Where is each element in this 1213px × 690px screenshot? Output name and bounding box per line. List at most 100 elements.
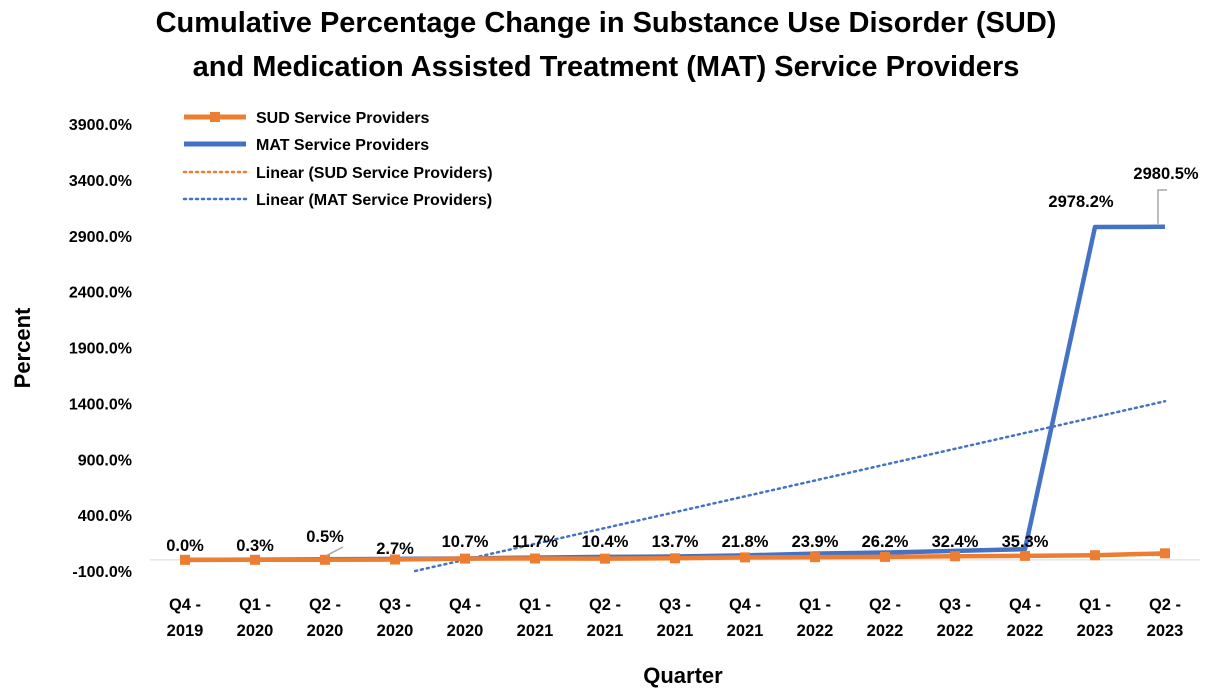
sud-data-label: 2.7% <box>376 540 414 558</box>
x-axis-title: Quarter <box>643 663 723 688</box>
x-tick-label: Q3 - 2022 <box>937 596 974 640</box>
x-tick-label: Q4 - 2021 <box>727 596 764 640</box>
y-tick-label: 1900.0% <box>69 341 132 358</box>
x-tick-label-line: 2023 <box>1077 622 1114 640</box>
sud-point-marker <box>180 554 190 565</box>
y-axis-tick-labels: -100.0% 400.0% 900.0% 1400.0% 1900.0% 2400.0%… <box>69 117 132 581</box>
x-tick-label-line: Q1 - <box>239 596 271 614</box>
x-tick-label-line: Q3 - <box>379 596 411 614</box>
x-tick-label: Q2 - 2022 <box>867 596 904 640</box>
legend-item: Linear (SUD Service Providers) <box>182 165 493 182</box>
data-label-leaders <box>325 189 1167 557</box>
x-tick-label-line: 2021 <box>727 622 764 640</box>
x-tick-label-line: Q2 - <box>309 596 341 614</box>
x-tick-label-line: 2021 <box>657 622 694 640</box>
x-tick-label-line: Q1 - <box>519 596 551 614</box>
sud-point-marker <box>320 554 330 565</box>
y-tick-label: 2400.0% <box>69 285 132 302</box>
mat-trend-line <box>413 400 1167 573</box>
sud-data-label: 13.7% <box>652 533 699 551</box>
x-tick-label: Q4 - 2020 <box>447 596 484 640</box>
x-tick-label-line: Q4 - <box>729 596 761 614</box>
y-tick-label: 900.0% <box>78 452 132 469</box>
sud-point-marker <box>1020 550 1030 561</box>
x-tick-label: Q2 - 2023 <box>1147 596 1184 640</box>
sud-point-marker <box>810 552 820 563</box>
sud-data-label: 21.8% <box>722 533 769 551</box>
mat-data-label: 2978.2% <box>1048 193 1113 211</box>
sud-point-marker <box>950 551 960 562</box>
sud-label-leader <box>325 546 344 557</box>
legend-label: Linear (SUD Service Providers) <box>256 165 493 182</box>
sud-data-label: 10.7% <box>442 533 489 551</box>
mat-label-leader <box>1157 189 1167 224</box>
x-tick-label: Q2 - 2021 <box>587 596 624 640</box>
x-tick-label-line: Q2 - <box>1149 596 1181 614</box>
sud-point-marker <box>460 553 470 564</box>
x-tick-label-line: 2021 <box>517 622 554 640</box>
series-markers <box>180 548 1170 565</box>
y-tick-label: -100.0% <box>72 564 132 581</box>
sud-point-marker <box>670 553 680 564</box>
sud-point-marker <box>600 553 610 564</box>
sud-data-label: 26.2% <box>862 533 909 551</box>
sud-data-label: 0.5% <box>306 528 344 546</box>
y-tick-label: 3400.0% <box>69 173 132 190</box>
x-tick-label-line: 2021 <box>587 622 624 640</box>
x-tick-label: Q4 - 2019 <box>167 596 204 640</box>
sud-data-label: 10.4% <box>582 533 629 551</box>
legend-label: MAT Service Providers <box>256 137 429 154</box>
y-tick-label: 400.0% <box>78 508 132 525</box>
x-tick-label-line: 2020 <box>447 622 484 640</box>
x-tick-label-line: Q3 - <box>659 596 691 614</box>
y-tick-label: 1400.0% <box>69 396 132 413</box>
sud-point-marker <box>390 554 400 565</box>
sud-data-label: 32.4% <box>932 533 979 551</box>
sud-point-marker <box>530 553 540 564</box>
x-tick-label-line: 2020 <box>307 622 344 640</box>
x-tick-label: Q3 - 2020 <box>377 596 414 640</box>
x-tick-label-line: Q2 - <box>589 596 621 614</box>
y-axis-title: Percent <box>10 307 35 388</box>
x-tick-label-line: 2022 <box>1007 622 1044 640</box>
x-tick-label-line: 2020 <box>377 622 414 640</box>
chart-title-line-2: and Medication Assisted Treatment (MAT) … <box>193 51 1020 83</box>
legend-item: Linear (MAT Service Providers) <box>182 192 492 209</box>
legend-label: SUD Service Providers <box>256 110 430 127</box>
legend-marker <box>210 112 220 122</box>
legend: SUD Service Providers MAT Service Provide… <box>182 110 493 209</box>
x-tick-label-line: 2020 <box>237 622 274 640</box>
x-tick-label-line: 2022 <box>937 622 974 640</box>
x-tick-label: Q3 - 2021 <box>657 596 694 640</box>
sud-point-marker <box>880 551 890 562</box>
mat-series-line <box>184 224 1166 563</box>
x-tick-label-line: 2023 <box>1147 622 1184 640</box>
x-tick-label-line: Q3 - <box>939 596 971 614</box>
x-tick-label-line: Q1 - <box>1079 596 1111 614</box>
sud-point-marker <box>1090 550 1100 561</box>
y-tick-label: 3900.0% <box>69 117 132 134</box>
sud-data-label: 23.9% <box>792 533 839 551</box>
legend-label: Linear (MAT Service Providers) <box>256 192 492 209</box>
sud-data-label: 0.3% <box>236 537 274 555</box>
sud-point-marker <box>1160 548 1170 559</box>
y-tick-label: 2900.0% <box>69 229 132 246</box>
x-tick-label: Q2 - 2020 <box>307 596 344 640</box>
x-tick-label-line: 2022 <box>867 622 904 640</box>
x-tick-label-line: Q4 - <box>1009 596 1041 614</box>
series-lines <box>184 224 1166 563</box>
x-tick-label-line: Q4 - <box>449 596 481 614</box>
x-tick-label: Q1 - 2021 <box>517 596 554 640</box>
sud-point-marker <box>740 552 750 563</box>
sud-data-label: 35.3% <box>1002 533 1049 551</box>
x-tick-label: Q1 - 2023 <box>1077 596 1114 640</box>
legend-item: MAT Service Providers <box>184 137 429 154</box>
chart-title-line-1: Cumulative Percentage Change in Substanc… <box>156 7 1057 39</box>
sud-data-label: 0.0% <box>166 537 204 555</box>
x-tick-label-line: Q2 - <box>869 596 901 614</box>
data-labels: 0.0% 0.3% 0.5% 2.7% 10.7% 11.7% 10.4% 13.7% 21.8… <box>166 165 1199 558</box>
x-tick-label-line: 2022 <box>797 622 834 640</box>
x-tick-label: Q1 - 2022 <box>797 596 834 640</box>
x-tick-label-line: Q4 - <box>169 596 201 614</box>
